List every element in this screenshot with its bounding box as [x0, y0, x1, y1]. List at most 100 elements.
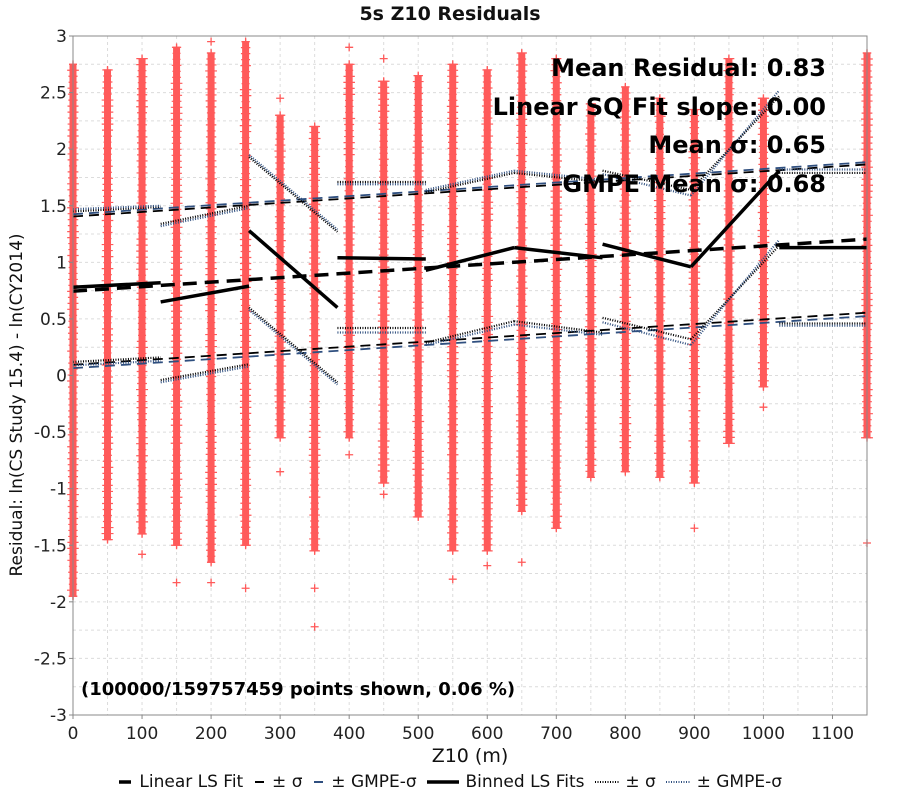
scatter-point — [240, 326, 251, 333]
scatter-point — [241, 164, 250, 171]
scatter-point — [690, 227, 699, 234]
scatter-point — [378, 96, 390, 103]
scatter-point — [136, 506, 148, 513]
scatter-column — [653, 94, 666, 482]
scatter-point — [517, 460, 527, 467]
scatter-point — [551, 477, 562, 484]
scatter-point — [241, 74, 250, 81]
scatter-point — [724, 302, 734, 309]
scatter-point — [343, 229, 356, 236]
scatter-point — [584, 323, 597, 330]
y-axis-ticks: -3 -2.5 -2 -1.5 -1 -0.5 0 0.5 1 1.5 2 2.5 3 — [34, 27, 73, 726]
scatter-point — [206, 397, 216, 404]
scatter-point — [447, 361, 459, 368]
scatter-point — [414, 96, 423, 103]
scatter-point — [584, 221, 597, 228]
scatter-column — [550, 54, 563, 533]
scatter-point — [412, 251, 424, 258]
scatter-point — [171, 230, 182, 237]
mean-residual-annotation: Mean Residual: 0.83 — [551, 54, 826, 82]
series-2 — [72, 161, 868, 370]
scatter-point — [446, 367, 459, 374]
scatter-point — [412, 227, 424, 234]
scatter-point — [343, 235, 355, 242]
scatter-point — [136, 344, 148, 351]
scatter-point — [378, 336, 389, 343]
scatter-point — [551, 139, 561, 146]
scatter-point — [688, 154, 701, 161]
scatter-point — [308, 338, 321, 345]
scatter-point — [309, 470, 320, 477]
scatter-point — [585, 293, 597, 300]
scatter-point — [205, 451, 217, 458]
scatter-point — [483, 421, 492, 428]
scatter-point — [723, 410, 735, 417]
scatter-point — [103, 319, 112, 326]
series-4 — [72, 95, 867, 384]
scatter-point — [654, 203, 666, 210]
scatter-point — [275, 165, 285, 172]
scatter-point — [551, 296, 562, 303]
scatter-point — [516, 357, 528, 364]
scatter-point — [171, 326, 182, 333]
series-line-segment — [248, 309, 339, 386]
scatter-point — [101, 121, 114, 128]
scatter-point — [377, 456, 390, 463]
y-tick-label: 2.5 — [40, 84, 67, 104]
scatter-point — [620, 402, 631, 409]
scatter-point — [240, 248, 251, 255]
scatter-point — [688, 233, 700, 240]
scatter-point — [137, 67, 147, 74]
scatter-column — [446, 60, 459, 584]
scatter-point — [309, 512, 320, 519]
scatter-point — [447, 421, 458, 428]
scatter-point — [516, 122, 528, 129]
scatter-point — [170, 272, 183, 279]
scatter-point — [688, 196, 701, 203]
scatter-point — [757, 131, 770, 138]
scatter-point — [136, 145, 148, 152]
scatter-point — [551, 350, 562, 357]
scatter-point — [724, 398, 734, 405]
scatter-point — [586, 275, 596, 282]
scatter-point — [241, 290, 251, 297]
scatter-point — [137, 272, 147, 279]
scatter-point — [517, 164, 527, 171]
scatter-point — [310, 506, 320, 513]
stats-annotations: Mean Residual: 0.83 Linear SQ Fit slope:… — [493, 54, 826, 198]
scatter-point — [378, 234, 389, 241]
scatter-point — [240, 104, 252, 111]
scatter-point — [240, 338, 251, 345]
scatter-point — [448, 307, 457, 314]
scatter-point — [309, 165, 320, 172]
scatter-point — [275, 416, 286, 423]
scatter-point — [170, 116, 183, 123]
scatter-point — [102, 337, 113, 344]
scatter-point — [550, 428, 562, 435]
scatter-point — [101, 380, 114, 387]
x-tick-label: 800 — [609, 724, 641, 744]
scatter-point — [586, 353, 596, 360]
scatter-point — [345, 60, 354, 69]
series-line-segment — [602, 172, 692, 197]
scatter-point — [137, 326, 147, 333]
scatter-point — [172, 380, 181, 387]
scatter-point — [309, 398, 320, 405]
scatter-point — [171, 62, 182, 69]
scatter-point — [448, 325, 458, 332]
scatter-point — [516, 454, 528, 461]
scatter-point — [101, 127, 114, 134]
scatter-point — [689, 461, 700, 468]
scatter-point — [275, 195, 286, 202]
scatter-point — [689, 166, 700, 173]
scatter-point — [516, 490, 528, 497]
scatter-point — [481, 445, 493, 452]
scatter-point — [723, 248, 735, 255]
x-tick-label: 100 — [126, 724, 158, 744]
scatter-point — [344, 187, 354, 194]
scatter-point — [481, 103, 493, 110]
series-5 — [72, 89, 867, 386]
scatter-point — [206, 115, 216, 122]
scatter-point — [170, 188, 183, 195]
scatter-point — [551, 272, 562, 279]
